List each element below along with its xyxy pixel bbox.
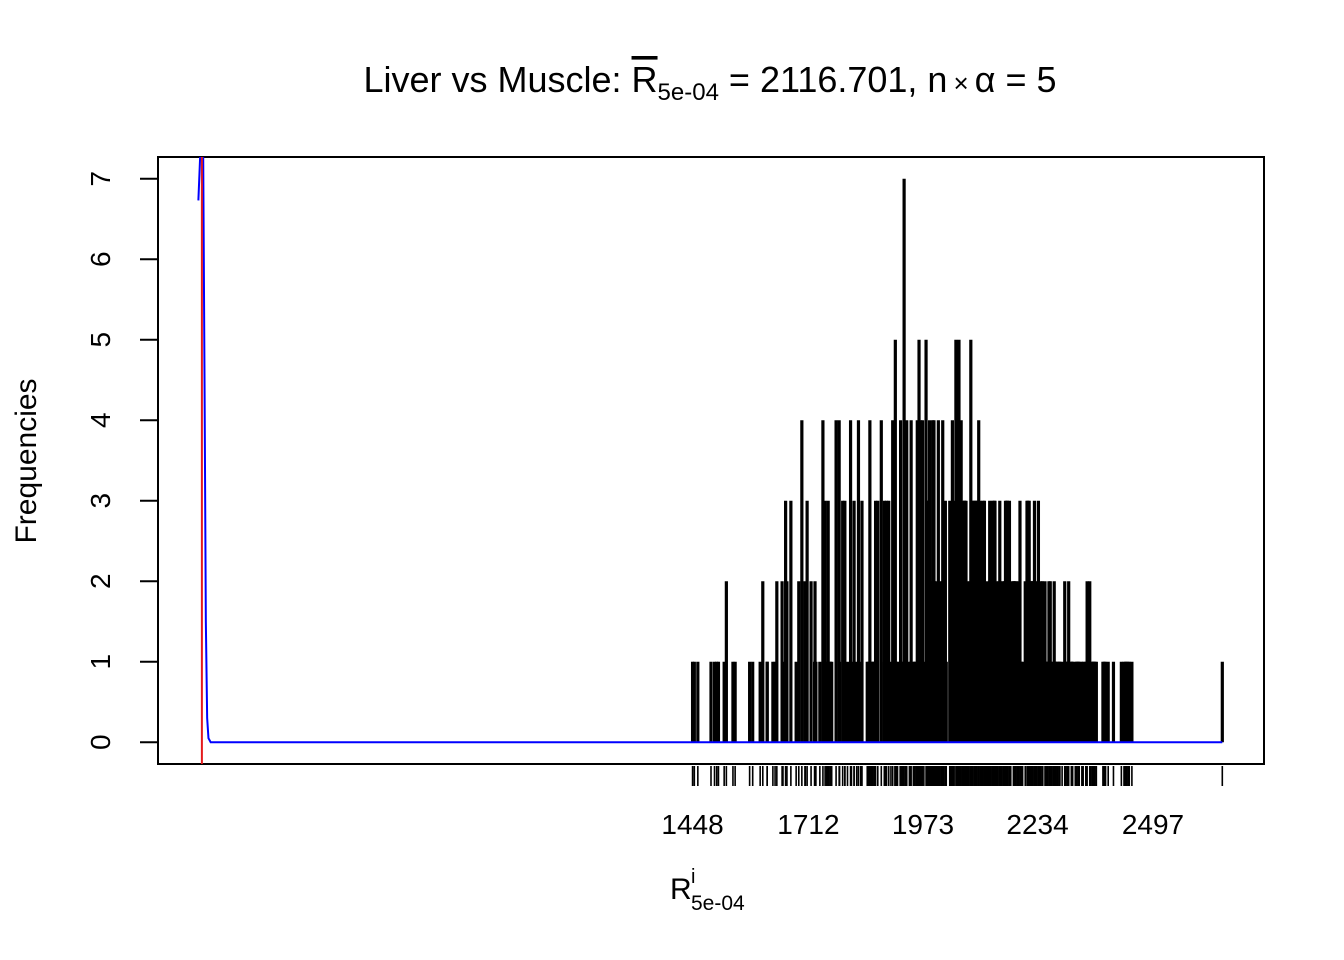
y-axis: 0 1 2 3 4 5 6 7 <box>85 171 158 750</box>
svg-text:Liver vs Muscle: R5e-04 = 2116: Liver vs Muscle: R5e-04 = 2116.701, n × α … <box>363 59 1056 106</box>
chart-title: Liver vs Muscle: R5e-04 = 2116.701, n × α … <box>363 59 1056 106</box>
y-tick-label: 5 <box>85 332 116 348</box>
y-tick-label: 7 <box>85 171 116 187</box>
plot-frame <box>157 156 1265 765</box>
title-stat-subscript: 5e-04 <box>658 79 719 106</box>
x-tick-label: 1448 <box>661 809 723 840</box>
x-axis-label: R i 5e-04 <box>670 866 745 915</box>
svg-text:R: R <box>670 873 692 906</box>
title-stat-value: = 2116.701, n <box>719 59 948 100</box>
x-tick-label: 2497 <box>1122 809 1184 840</box>
x-axis-label-main: R <box>670 873 692 906</box>
x-rug-axis <box>691 766 1224 786</box>
x-tick-label: 2234 <box>1006 809 1068 840</box>
reference-curves <box>197 157 1223 764</box>
y-tick-label: 6 <box>85 251 116 267</box>
x-axis-label-superscript: i <box>691 866 695 888</box>
x-tick-label: 1712 <box>777 809 839 840</box>
x-axis-label-subscript: 5e-04 <box>691 892 745 915</box>
frequency-spikes <box>690 178 1224 743</box>
y-tick-label: 1 <box>85 654 116 670</box>
title-times: × <box>953 68 968 98</box>
y-tick-label: 4 <box>85 412 116 428</box>
y-tick-label: 2 <box>85 573 116 589</box>
x-tick-label: 1973 <box>892 809 954 840</box>
y-tick-label: 3 <box>85 493 116 509</box>
title-alpha-value: = 5 <box>995 59 1056 100</box>
x-tick-labels: 1448 1712 1973 2234 2497 <box>661 809 1184 840</box>
title-stat-symbol: R <box>632 59 658 100</box>
title-prefix: Liver vs Muscle: <box>363 59 631 100</box>
y-tick-label: 0 <box>85 734 116 750</box>
title-alpha: α <box>975 59 996 100</box>
density-curve <box>197 157 1223 744</box>
y-axis-label: Frequencies <box>10 378 43 543</box>
